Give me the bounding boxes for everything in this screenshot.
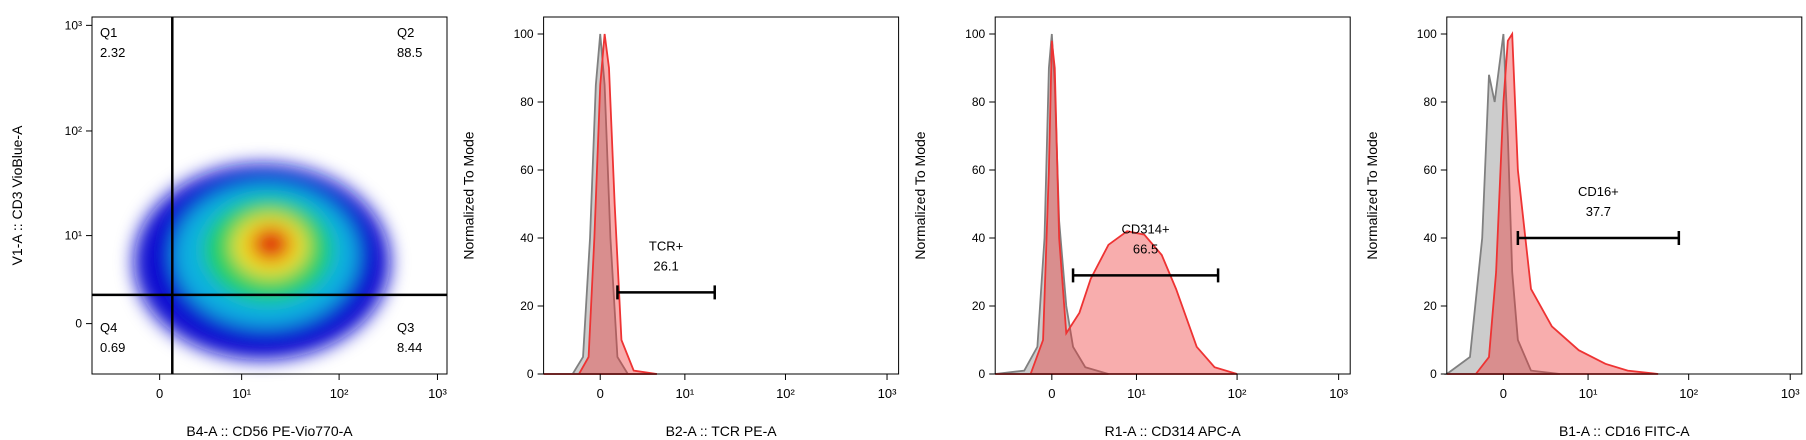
y-axis-label: Normalized To Mode <box>461 131 477 259</box>
quadrant-value: 0.69 <box>100 340 125 355</box>
x-tick-label: 10¹ <box>232 386 251 401</box>
y-axis-label: Normalized To Mode <box>1364 131 1380 259</box>
density-level <box>251 227 291 261</box>
x-tick-label: 10³ <box>1329 386 1348 401</box>
y-tick-label: 100 <box>965 27 985 41</box>
quadrant-name: Q1 <box>100 25 117 40</box>
y-tick-label: 60 <box>520 163 534 177</box>
x-axis-label: B1-A :: CD16 FITC-A <box>1559 423 1690 439</box>
gate-name: TCR+ <box>649 238 683 253</box>
plot-frame <box>994 16 1351 375</box>
plot-frame <box>1446 16 1803 375</box>
x-tick-label: 0 <box>1500 386 1507 401</box>
x-tick-label: 10² <box>330 386 349 401</box>
plot-frame <box>91 16 448 375</box>
y-tick-label: 0 <box>1430 367 1437 381</box>
x-tick-label: 10² <box>1228 386 1247 401</box>
histogram-area <box>543 33 657 375</box>
y-tick-label: 10² <box>65 124 82 138</box>
x-axis-label: B4-A :: CD56 PE-Vio770-A <box>186 423 353 439</box>
quadrant-value: 8.44 <box>397 340 422 355</box>
y-tick-label: 20 <box>1423 299 1437 313</box>
quadrant-name: Q2 <box>397 25 414 40</box>
gate-name: CD314+ <box>1122 221 1170 236</box>
x-axis-label: B2-A :: TCR PE-A <box>666 423 778 439</box>
gate-value: 37.7 <box>1586 204 1611 219</box>
gate-value: 66.5 <box>1133 241 1158 256</box>
y-tick-label: 0 <box>527 367 534 381</box>
density-cloud <box>134 164 390 360</box>
x-tick-label: 10³ <box>428 386 447 401</box>
x-tick-label: 10³ <box>878 386 897 401</box>
y-tick-label: 100 <box>514 27 534 41</box>
x-tick-label: 0 <box>156 386 163 401</box>
y-tick-label: 0 <box>979 367 986 381</box>
x-tick-label: 10¹ <box>1579 386 1598 401</box>
x-tick-label: 10¹ <box>675 386 694 401</box>
histogram-area <box>995 40 1238 375</box>
y-tick-label: 40 <box>1423 231 1437 245</box>
quadrant-value: 2.32 <box>100 45 125 60</box>
quadrant-name: Q4 <box>100 320 117 335</box>
y-tick-label: 60 <box>972 163 986 177</box>
y-tick-label: 80 <box>972 95 986 109</box>
y-tick-label: 80 <box>520 95 534 109</box>
y-axis-label: V1-A :: CD3 VioBlue-A <box>9 125 25 265</box>
x-tick-label: 10¹ <box>1127 386 1146 401</box>
x-tick-label: 10³ <box>1781 386 1800 401</box>
x-tick-label: 0 <box>597 386 604 401</box>
y-tick-label: 20 <box>972 299 986 313</box>
plot-frame <box>543 16 900 375</box>
y-tick-label: 10³ <box>65 18 82 32</box>
x-tick-label: 10² <box>776 386 795 401</box>
quadrant-name: Q3 <box>397 320 414 335</box>
y-tick-label: 0 <box>75 317 82 331</box>
y-axis-label: Normalized To Mode <box>912 131 928 259</box>
y-tick-label: 80 <box>1423 95 1437 109</box>
y-tick-label: 60 <box>1423 163 1437 177</box>
gate-value: 26.1 <box>653 258 678 273</box>
y-tick-label: 20 <box>520 299 534 313</box>
quadrant-value: 88.5 <box>397 45 422 60</box>
histogram-area <box>1446 31 1659 375</box>
x-tick-label: 10² <box>1679 386 1698 401</box>
y-tick-label: 10¹ <box>65 229 82 243</box>
histogram-area <box>1444 33 1561 375</box>
x-axis-label: R1-A :: CD314 APC-A <box>1105 423 1242 439</box>
gate-name: CD16+ <box>1578 184 1619 199</box>
y-tick-label: 40 <box>972 231 986 245</box>
y-tick-label: 100 <box>1417 27 1437 41</box>
y-tick-label: 40 <box>520 231 534 245</box>
x-tick-label: 0 <box>1048 386 1055 401</box>
